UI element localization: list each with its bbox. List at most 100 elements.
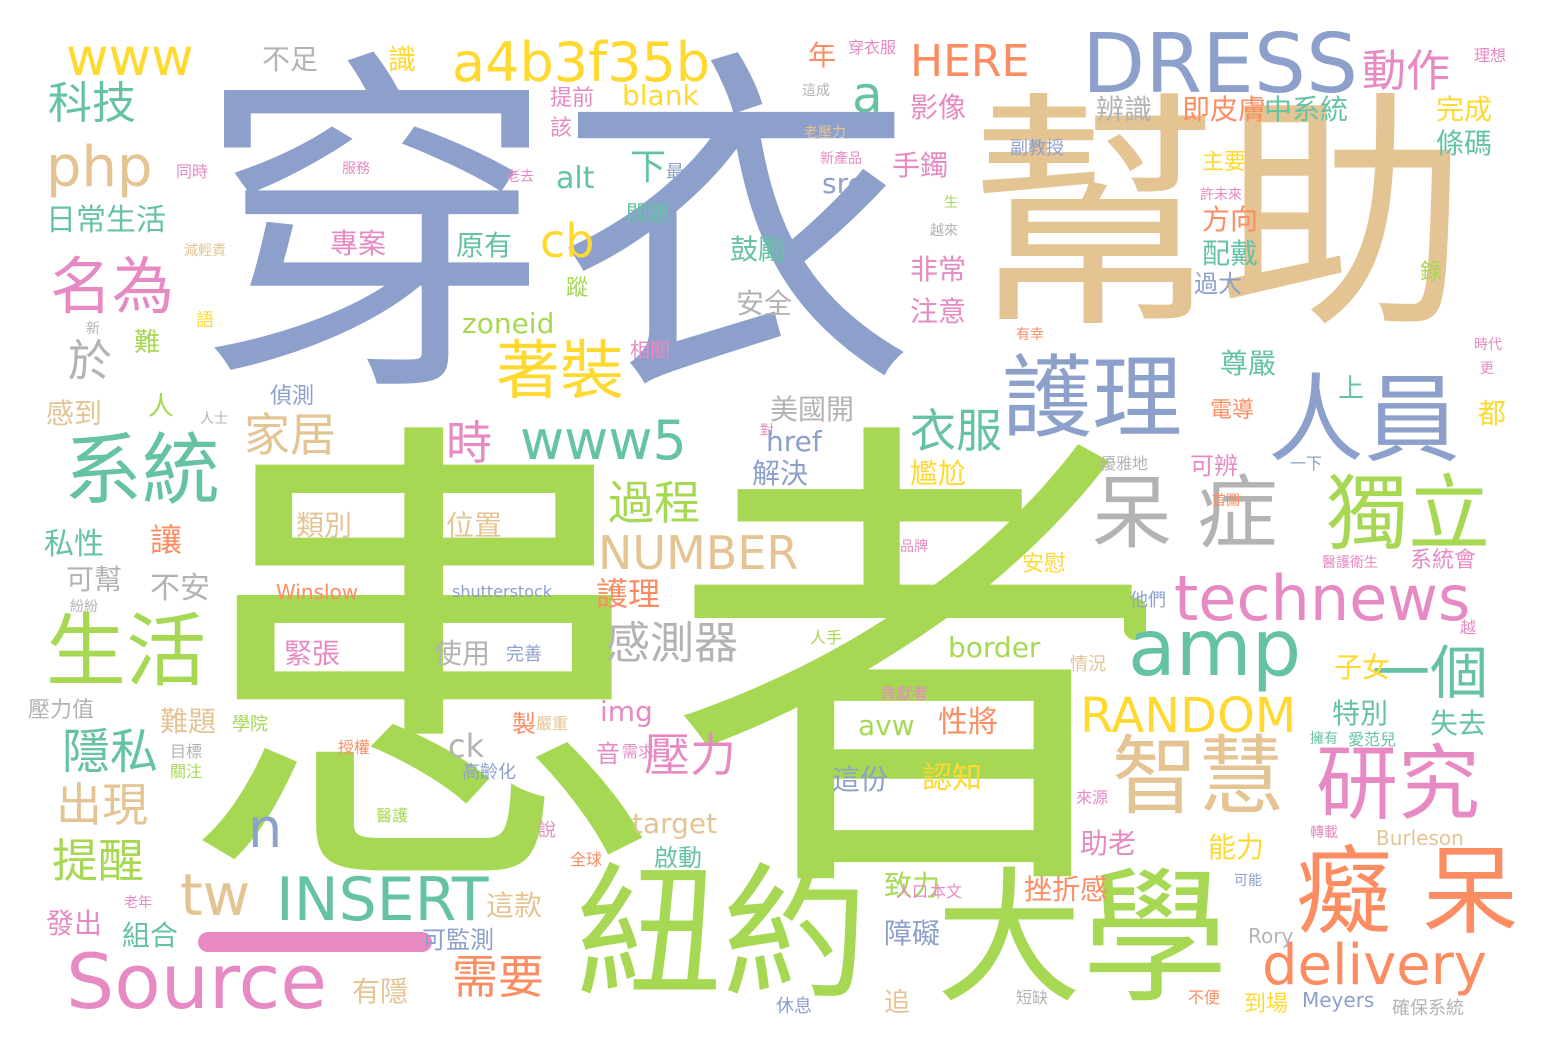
word-老去: 老去 (506, 169, 534, 185)
word-blank: blank (622, 79, 699, 112)
word-老壓力: 老壓力 (804, 125, 846, 141)
word-n: n (248, 797, 283, 860)
word-一個: 一個 (1372, 639, 1489, 707)
word-主要: 主要 (1202, 150, 1247, 175)
word-轉載: 轉載 (1310, 825, 1338, 841)
word-時: 時 (446, 416, 492, 470)
word-注意: 注意 (910, 295, 967, 328)
word-特別: 特別 (1332, 697, 1389, 730)
word-即皮膚: 即皮膚 (1182, 93, 1267, 126)
word-尊嚴: 尊嚴 (1220, 347, 1277, 380)
word-休息: 休息 (776, 996, 812, 1017)
word-生活: 生活 (46, 605, 206, 698)
word-呆症: 呆 症 (1092, 467, 1278, 560)
word-學院: 學院 (232, 714, 268, 735)
word-副教授: 副教授 (1010, 138, 1064, 159)
word-新: 新 (86, 321, 100, 337)
word-目標: 目標 (170, 742, 203, 761)
word-相關: 相關 (630, 338, 670, 362)
word-Burleson: Burleson (1376, 826, 1464, 850)
word-不安: 不安 (150, 571, 210, 606)
word-類別: 類別 (296, 509, 353, 542)
word-cb: cb (540, 214, 595, 268)
word-DRESS: DRESS (1082, 17, 1359, 112)
word-護理2: 護理 (596, 575, 661, 613)
word-說: 說 (538, 820, 556, 841)
word-該: 該 (550, 116, 573, 141)
word-理想: 理想 (1474, 46, 1507, 65)
word-研究: 研究 (1316, 737, 1481, 832)
word-這款: 這款 (486, 889, 543, 922)
word-穿衣: 穿衣 (196, 22, 916, 441)
word-組合: 組合 (122, 919, 179, 952)
word-不便: 不便 (1188, 988, 1221, 1007)
word-delivery: delivery (1262, 933, 1487, 998)
word-src: src (822, 167, 863, 200)
word-製: 製 (512, 710, 536, 738)
word-醫護衛生: 醫護衛生 (1322, 555, 1378, 571)
word-首圖: 首圖 (1212, 493, 1240, 509)
word-護理: 護理 (1002, 346, 1182, 451)
word-RANDOM: RANDOM (1080, 688, 1297, 744)
decorative-bar-pink (198, 932, 432, 952)
word-方向: 方向 (1202, 203, 1259, 236)
word-偵測: 偵測 (270, 384, 315, 409)
word-能力: 能力 (1208, 831, 1265, 864)
word-alt: alt (556, 161, 595, 196)
word-關注: 關注 (170, 762, 203, 781)
word-對: 對 (760, 423, 774, 439)
word-上: 上 (1338, 374, 1365, 404)
word-shutterstock: shutterstock (452, 582, 553, 601)
word-系統: 系統 (64, 426, 221, 516)
word-名為: 名為 (50, 250, 175, 323)
word-位置: 位置 (446, 509, 503, 542)
word-border: border (948, 631, 1041, 664)
word-人士: 人士 (200, 411, 228, 427)
word-target: target (632, 807, 718, 840)
word-amp: amp (1128, 604, 1302, 694)
word-失去: 失去 (1430, 707, 1487, 740)
word-INSERT: INSERT (276, 865, 489, 935)
word-問題: 問題 (626, 202, 671, 227)
word-a: a (852, 66, 883, 124)
word-讓: 讓 (150, 521, 183, 559)
word-手鐲: 手鐲 (892, 149, 949, 182)
word-認知: 認知 (922, 761, 982, 796)
word-來源: 來源 (1076, 788, 1109, 807)
word-ck: ck (448, 727, 485, 765)
word-子女: 子女 (1334, 651, 1391, 684)
word-可幫: 可幫 (66, 563, 123, 596)
word-衣服: 衣服 (910, 404, 1002, 458)
word-啟動: 啟動 (654, 844, 702, 872)
word-過大: 過大 (1194, 270, 1242, 298)
word-發出: 發出 (46, 907, 103, 940)
word-href: href (766, 425, 822, 458)
word-尷尬: 尷尬 (910, 457, 967, 490)
word-追: 追 (884, 988, 911, 1018)
word-美國開: 美國開 (770, 393, 855, 426)
word-優雅地: 優雅地 (1100, 454, 1149, 473)
word-大學: 大學 (936, 854, 1228, 1024)
word-更: 更 (1480, 361, 1494, 377)
word-家居: 家居 (244, 408, 336, 462)
word-有幸: 有幸 (1016, 327, 1044, 343)
word-動作: 動作 (1362, 46, 1450, 97)
word-患者: 患者 (178, 384, 1158, 955)
word-解決: 解決 (752, 457, 809, 490)
word-同時: 同時 (176, 162, 209, 181)
word-www5: www5 (520, 409, 687, 472)
word-緊張: 緊張 (284, 637, 341, 670)
word-致力: 致力 (884, 869, 941, 902)
word-幫助: 幫助 (968, 71, 1468, 362)
word-感到: 感到 (46, 397, 103, 430)
word-這份: 這份 (832, 763, 889, 796)
word-a4b3f35b: a4b3f35b (452, 31, 711, 94)
word-Meyers: Meyers (1302, 988, 1375, 1012)
word-老年: 老年 (124, 895, 152, 911)
word-都: 都 (1478, 397, 1507, 430)
word-過程: 過程 (608, 476, 700, 530)
word-授權: 授權 (338, 738, 371, 757)
word-智慧: 智慧 (1112, 727, 1284, 827)
word-獨立: 獨立 (1326, 467, 1491, 562)
